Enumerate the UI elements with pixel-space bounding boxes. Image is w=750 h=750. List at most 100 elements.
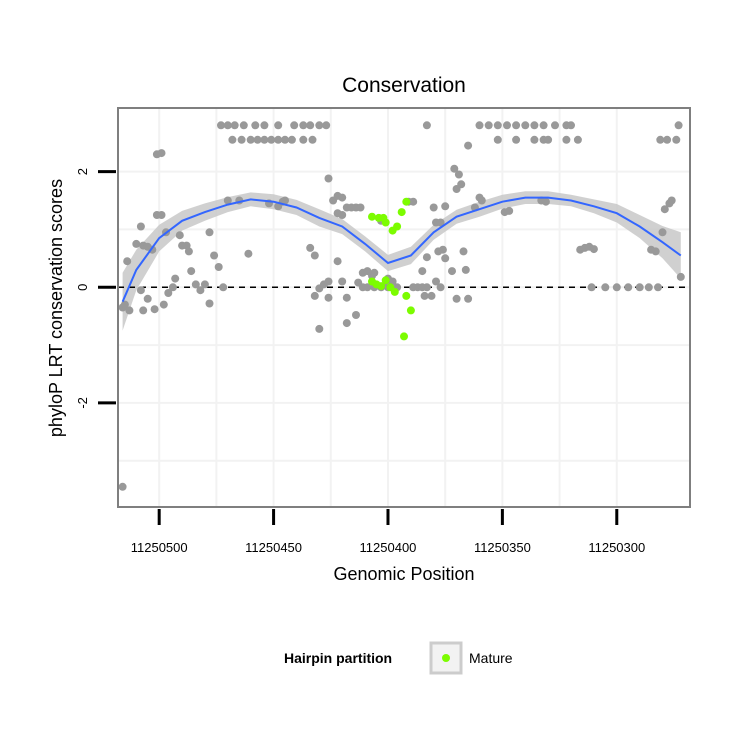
data-point bbox=[210, 251, 219, 260]
data-point bbox=[217, 121, 225, 130]
data-point bbox=[251, 121, 260, 130]
data-point bbox=[205, 228, 214, 237]
data-point bbox=[157, 211, 166, 219]
data-point bbox=[274, 135, 283, 144]
data-point bbox=[315, 324, 324, 333]
data-point bbox=[118, 482, 127, 491]
data-point bbox=[299, 135, 308, 144]
data-point bbox=[159, 300, 168, 309]
data-point bbox=[503, 121, 511, 130]
data-point bbox=[589, 245, 598, 254]
data-point bbox=[139, 306, 148, 315]
data-point bbox=[436, 218, 445, 227]
chart-title: Conservation bbox=[342, 74, 466, 97]
data-point bbox=[530, 121, 539, 130]
x-axis-title: Genomic Position bbox=[333, 564, 474, 584]
x-tick-label: 11250500 bbox=[131, 540, 188, 555]
data-point bbox=[475, 121, 484, 130]
data-point bbox=[260, 135, 269, 144]
data-point bbox=[310, 251, 319, 260]
x-tick-label: 11250350 bbox=[474, 540, 531, 555]
data-point bbox=[624, 283, 633, 292]
data-point bbox=[674, 121, 683, 130]
data-point bbox=[635, 283, 644, 292]
data-point bbox=[191, 280, 200, 289]
data-point bbox=[205, 299, 214, 308]
y-tick-label: -2 bbox=[75, 397, 90, 409]
data-point bbox=[143, 294, 152, 303]
data-point bbox=[196, 286, 205, 295]
mature-point bbox=[393, 222, 402, 231]
data-point bbox=[333, 257, 342, 266]
data-point bbox=[493, 135, 502, 144]
data-point bbox=[136, 286, 145, 295]
data-point bbox=[587, 283, 596, 292]
data-point bbox=[123, 257, 132, 266]
mature-point bbox=[390, 287, 399, 296]
data-point bbox=[239, 121, 248, 130]
data-point bbox=[459, 247, 468, 256]
data-point bbox=[274, 121, 283, 130]
data-point bbox=[452, 185, 461, 193]
data-point bbox=[260, 121, 269, 130]
data-point bbox=[484, 121, 493, 130]
data-point bbox=[306, 243, 315, 252]
data-point bbox=[253, 135, 262, 144]
data-point bbox=[438, 245, 447, 254]
data-point bbox=[505, 206, 514, 215]
data-point bbox=[267, 135, 276, 144]
data-point bbox=[441, 202, 450, 211]
data-point bbox=[432, 277, 440, 286]
y-axis-title: phyloP LRT conservation scores bbox=[46, 179, 66, 437]
data-point bbox=[530, 135, 539, 144]
data-point bbox=[187, 267, 196, 276]
data-point bbox=[324, 277, 333, 286]
data-point bbox=[322, 121, 331, 130]
data-point bbox=[418, 267, 427, 276]
smooth-fit-line bbox=[121, 196, 682, 303]
data-point bbox=[299, 121, 308, 130]
data-point bbox=[427, 291, 436, 300]
data-point bbox=[464, 141, 473, 150]
data-point bbox=[660, 205, 669, 214]
data-point bbox=[477, 196, 486, 205]
mature-point bbox=[402, 291, 411, 300]
legend-key-box bbox=[429, 641, 463, 675]
data-point bbox=[214, 263, 223, 271]
mature-point bbox=[377, 282, 386, 291]
data-point bbox=[448, 267, 456, 276]
data-point bbox=[422, 121, 431, 130]
data-point bbox=[370, 268, 379, 277]
data-point bbox=[672, 135, 681, 144]
data-point bbox=[429, 203, 438, 212]
data-point bbox=[441, 254, 450, 263]
legend: Hairpin partition Mature bbox=[284, 641, 513, 675]
data-point bbox=[342, 319, 351, 328]
data-point bbox=[171, 274, 180, 283]
data-point bbox=[246, 135, 255, 144]
data-point bbox=[436, 283, 445, 292]
data-point bbox=[644, 283, 653, 292]
series-mature bbox=[368, 197, 415, 341]
data-point bbox=[493, 121, 502, 130]
data-point bbox=[512, 121, 521, 130]
data-point bbox=[461, 265, 470, 274]
data-point bbox=[157, 149, 166, 158]
data-point bbox=[658, 228, 667, 237]
data-point bbox=[352, 311, 360, 319]
data-point bbox=[324, 293, 333, 302]
x-tick-label: 11250450 bbox=[245, 540, 302, 555]
data-point bbox=[567, 121, 575, 130]
data-point bbox=[175, 231, 184, 240]
data-point bbox=[125, 306, 134, 315]
legend-key-mature bbox=[442, 654, 450, 662]
legend-label-mature: Mature bbox=[469, 650, 513, 666]
data-point bbox=[200, 280, 209, 289]
data-point bbox=[132, 239, 141, 248]
data-point bbox=[120, 300, 129, 309]
data-point bbox=[667, 196, 676, 205]
data-point bbox=[281, 135, 289, 144]
data-point bbox=[356, 203, 365, 212]
data-point bbox=[237, 135, 246, 144]
